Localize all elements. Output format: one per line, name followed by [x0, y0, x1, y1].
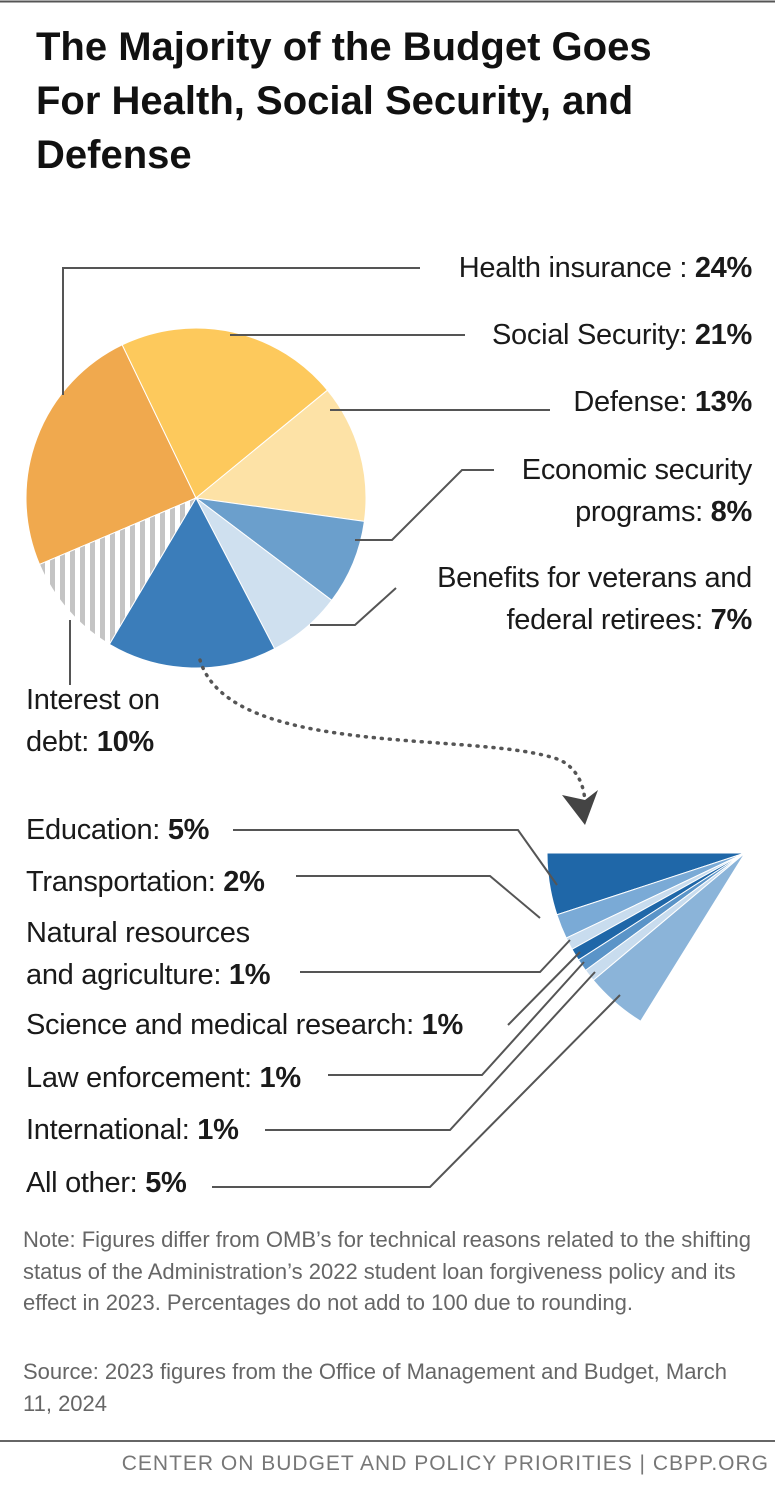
connector-arrow	[198, 658, 587, 807]
leader-line	[62, 267, 420, 395]
slice	[121, 327, 329, 499]
label: Economic security programs:	[521, 454, 753, 528]
value-label: 24%	[694, 252, 752, 284]
value-label: 5%	[167, 814, 210, 846]
slice	[25, 344, 197, 566]
value-label: 13%	[694, 386, 752, 418]
label: Transportation:	[26, 866, 216, 898]
label: All other:	[26, 1167, 138, 1199]
leader-line	[355, 469, 494, 541]
leader-lines	[62, 267, 621, 1188]
label: Science and medical research:	[26, 1009, 414, 1041]
label: Benefits for veterans and federal retire…	[437, 562, 752, 636]
footer: CENTER ON BUDGET AND POLICY PRIORITIES |…	[121, 1452, 769, 1475]
value-label: 1%	[197, 1114, 239, 1146]
leader-line	[212, 994, 621, 1188]
slice-label: All other: 5%	[26, 1162, 187, 1204]
value-label: 1%	[421, 1009, 464, 1041]
value-label: 1%	[259, 1062, 301, 1094]
chart-title: The Majority of the Budget Goes For Heal…	[36, 25, 652, 177]
slice-label: Transportation: 2%	[26, 861, 265, 903]
label: Health insurance :	[458, 252, 688, 284]
slice-label: Economic security programs: 8%	[482, 449, 753, 533]
source: Source: 2023 figures from the Office of …	[23, 1359, 727, 1416]
leader-line	[507, 951, 581, 1026]
label: Interest on debt:	[26, 684, 160, 758]
value-label: 2%	[223, 866, 265, 898]
value-label: 8%	[710, 496, 753, 528]
label: Natural resources and agriculture:	[26, 917, 250, 991]
slice	[592, 852, 746, 1022]
leader-line	[310, 587, 397, 626]
main-pie	[25, 327, 367, 669]
label: Defense:	[573, 386, 688, 418]
slice-label: Defense: 13%	[573, 381, 752, 423]
leader-line	[233, 829, 558, 886]
slice-label: International: 1%	[26, 1109, 239, 1151]
slice-label: Education: 5%	[26, 809, 209, 851]
slice-label: Benefits for veterans and federal retire…	[392, 557, 752, 641]
leader-line	[265, 971, 596, 1131]
label: International:	[26, 1114, 190, 1146]
slice-label: Natural resources and agriculture: 1%	[26, 912, 291, 996]
leader-line	[296, 875, 541, 919]
slice	[108, 496, 276, 669]
value-label: 10%	[96, 726, 154, 758]
note: Note: Figures differ from OMB’s for tech…	[23, 1227, 751, 1315]
sub-pie	[546, 852, 746, 1022]
slice	[38, 496, 198, 645]
slice	[194, 389, 367, 522]
arrowhead	[562, 790, 598, 825]
slice-label: Health insurance : 24%	[458, 247, 753, 289]
value-label: 7%	[710, 604, 753, 636]
leader-line	[328, 961, 585, 1076]
value-label: 5%	[145, 1167, 187, 1199]
slice-label: Social Security: 21%	[492, 314, 752, 356]
slice-label: Law enforcement: 1%	[26, 1057, 301, 1099]
label: Law enforcement:	[26, 1062, 252, 1094]
slice-label: Science and medical research: 1%	[26, 1004, 463, 1046]
label: Education:	[26, 814, 161, 846]
value-label: 21%	[694, 319, 752, 351]
value-label: 1%	[228, 959, 271, 991]
leader-line	[300, 939, 571, 973]
label: Social Security:	[492, 319, 688, 351]
slice-label: Interest on debt: 10%	[26, 679, 196, 763]
